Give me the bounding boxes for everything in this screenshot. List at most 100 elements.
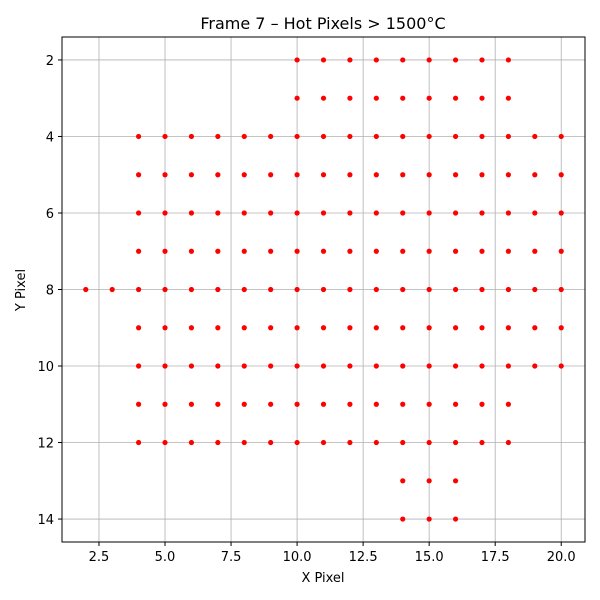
hot-pixel-point — [426, 172, 432, 178]
hot-pixel-point — [505, 401, 511, 407]
hot-pixel-point — [426, 210, 432, 216]
hot-pixel-point — [268, 286, 274, 293]
hot-pixel-point — [452, 95, 459, 101]
hot-pixel-point — [558, 210, 564, 216]
x-tick-label: 17.5 — [481, 550, 510, 565]
x-tick-label: 5.0 — [155, 550, 176, 565]
hot-pixel-point — [400, 95, 406, 101]
hot-pixel-point — [373, 439, 379, 446]
hot-pixel-point — [505, 363, 511, 369]
hot-pixel-point — [452, 57, 459, 63]
hot-pixel-point — [347, 95, 353, 101]
hot-pixel-point — [162, 286, 168, 293]
hot-pixel-point — [320, 95, 327, 101]
hot-pixel-point — [479, 248, 485, 254]
hot-pixel-point — [479, 57, 485, 63]
hot-pixel-point — [188, 401, 195, 407]
hot-pixel-point — [136, 133, 142, 140]
hot-pixel-point — [294, 133, 300, 140]
hot-pixel-point — [373, 363, 379, 369]
hot-pixel-point — [215, 133, 221, 140]
hot-pixel-point — [400, 439, 406, 446]
hot-pixel-point — [452, 133, 459, 140]
hot-pixel-point — [294, 248, 300, 254]
hot-pixel-point — [320, 325, 327, 331]
hot-pixel-point — [268, 439, 274, 446]
hot-pixel-point — [479, 401, 485, 407]
hot-pixel-point — [452, 210, 459, 216]
hot-pixel-point — [215, 210, 221, 216]
hot-pixel-point — [162, 133, 168, 140]
hot-pixel-point — [452, 401, 459, 407]
hot-pixel-point — [320, 248, 327, 254]
chart-title: Frame 7 – Hot Pixels > 1500°C — [200, 14, 445, 33]
hot-pixel-point — [320, 133, 327, 140]
hot-pixel-point — [479, 133, 485, 140]
hot-pixel-point — [268, 133, 274, 140]
hot-pixel-point — [505, 95, 511, 101]
hot-pixel-point — [320, 401, 327, 407]
y-axis-label: Y Pixel — [14, 269, 29, 312]
hot-pixel-point — [109, 286, 115, 293]
hot-pixel-point — [373, 57, 379, 63]
hot-pixel-point — [426, 478, 432, 484]
hot-pixel-point — [83, 286, 89, 293]
hot-pixel-point — [426, 95, 432, 101]
y-tick-label: 10 — [37, 360, 54, 375]
hot-pixel-point — [268, 248, 274, 254]
hot-pixel-point — [188, 248, 195, 254]
hot-pixel-point — [400, 133, 406, 140]
hot-pixel-point — [215, 439, 221, 446]
hot-pixel-point — [479, 210, 485, 216]
hot-pixel-point — [373, 286, 379, 293]
hot-pixel-point — [294, 95, 300, 101]
hot-pixel-point — [215, 325, 221, 331]
y-tick-label: 4 — [46, 130, 54, 145]
hot-pixel-point — [452, 286, 459, 293]
hot-pixel-point — [558, 133, 564, 140]
y-tick-label: 14 — [37, 513, 54, 528]
hot-pixel-point — [347, 401, 353, 407]
hot-pixel-point — [241, 133, 247, 140]
hot-pixel-point — [532, 286, 538, 293]
hot-pixel-point — [373, 172, 379, 178]
hot-pixel-point — [452, 363, 459, 369]
hot-pixel-point — [188, 133, 195, 140]
hot-pixel-point — [400, 325, 406, 331]
hot-pixel-point — [347, 286, 353, 293]
hot-pixel-point — [532, 325, 538, 331]
hot-pixel-point — [136, 439, 142, 446]
hot-pixel-point — [479, 95, 485, 101]
hot-pixel-point — [373, 401, 379, 407]
hot-pixel-point — [294, 57, 300, 63]
hot-pixel-point — [426, 286, 432, 293]
hot-pixel-point — [347, 210, 353, 216]
hot-pixel-point — [268, 363, 274, 369]
hot-pixel-point — [532, 363, 538, 369]
hot-pixel-point — [268, 210, 274, 216]
hot-pixel-point — [558, 172, 564, 178]
hot-pixel-point — [294, 325, 300, 331]
hot-pixel-point — [162, 172, 168, 178]
hot-pixel-point — [136, 210, 142, 216]
hot-pixel-point — [532, 172, 538, 178]
hot-pixel-point — [400, 286, 406, 293]
y-tick-label: 12 — [37, 437, 54, 452]
hot-pixel-point — [320, 210, 327, 216]
hot-pixel-point — [400, 248, 406, 254]
hot-pixel-point — [136, 363, 142, 369]
hot-pixel-point — [373, 325, 379, 331]
hot-pixel-point — [320, 439, 327, 446]
hot-pixel-point — [452, 439, 459, 446]
hot-pixel-point — [347, 172, 353, 178]
hot-pixel-point — [452, 172, 459, 178]
hot-pixel-point — [241, 401, 247, 407]
hot-pixel-point — [320, 363, 327, 369]
hot-pixel-point — [136, 286, 142, 293]
hot-pixel-point — [241, 210, 247, 216]
x-tick-label: 10.0 — [283, 550, 312, 565]
hot-pixel-point — [373, 95, 379, 101]
x-tick-label: 20.0 — [547, 550, 576, 565]
hot-pixel-point — [294, 210, 300, 216]
hot-pixel-point — [268, 401, 274, 407]
